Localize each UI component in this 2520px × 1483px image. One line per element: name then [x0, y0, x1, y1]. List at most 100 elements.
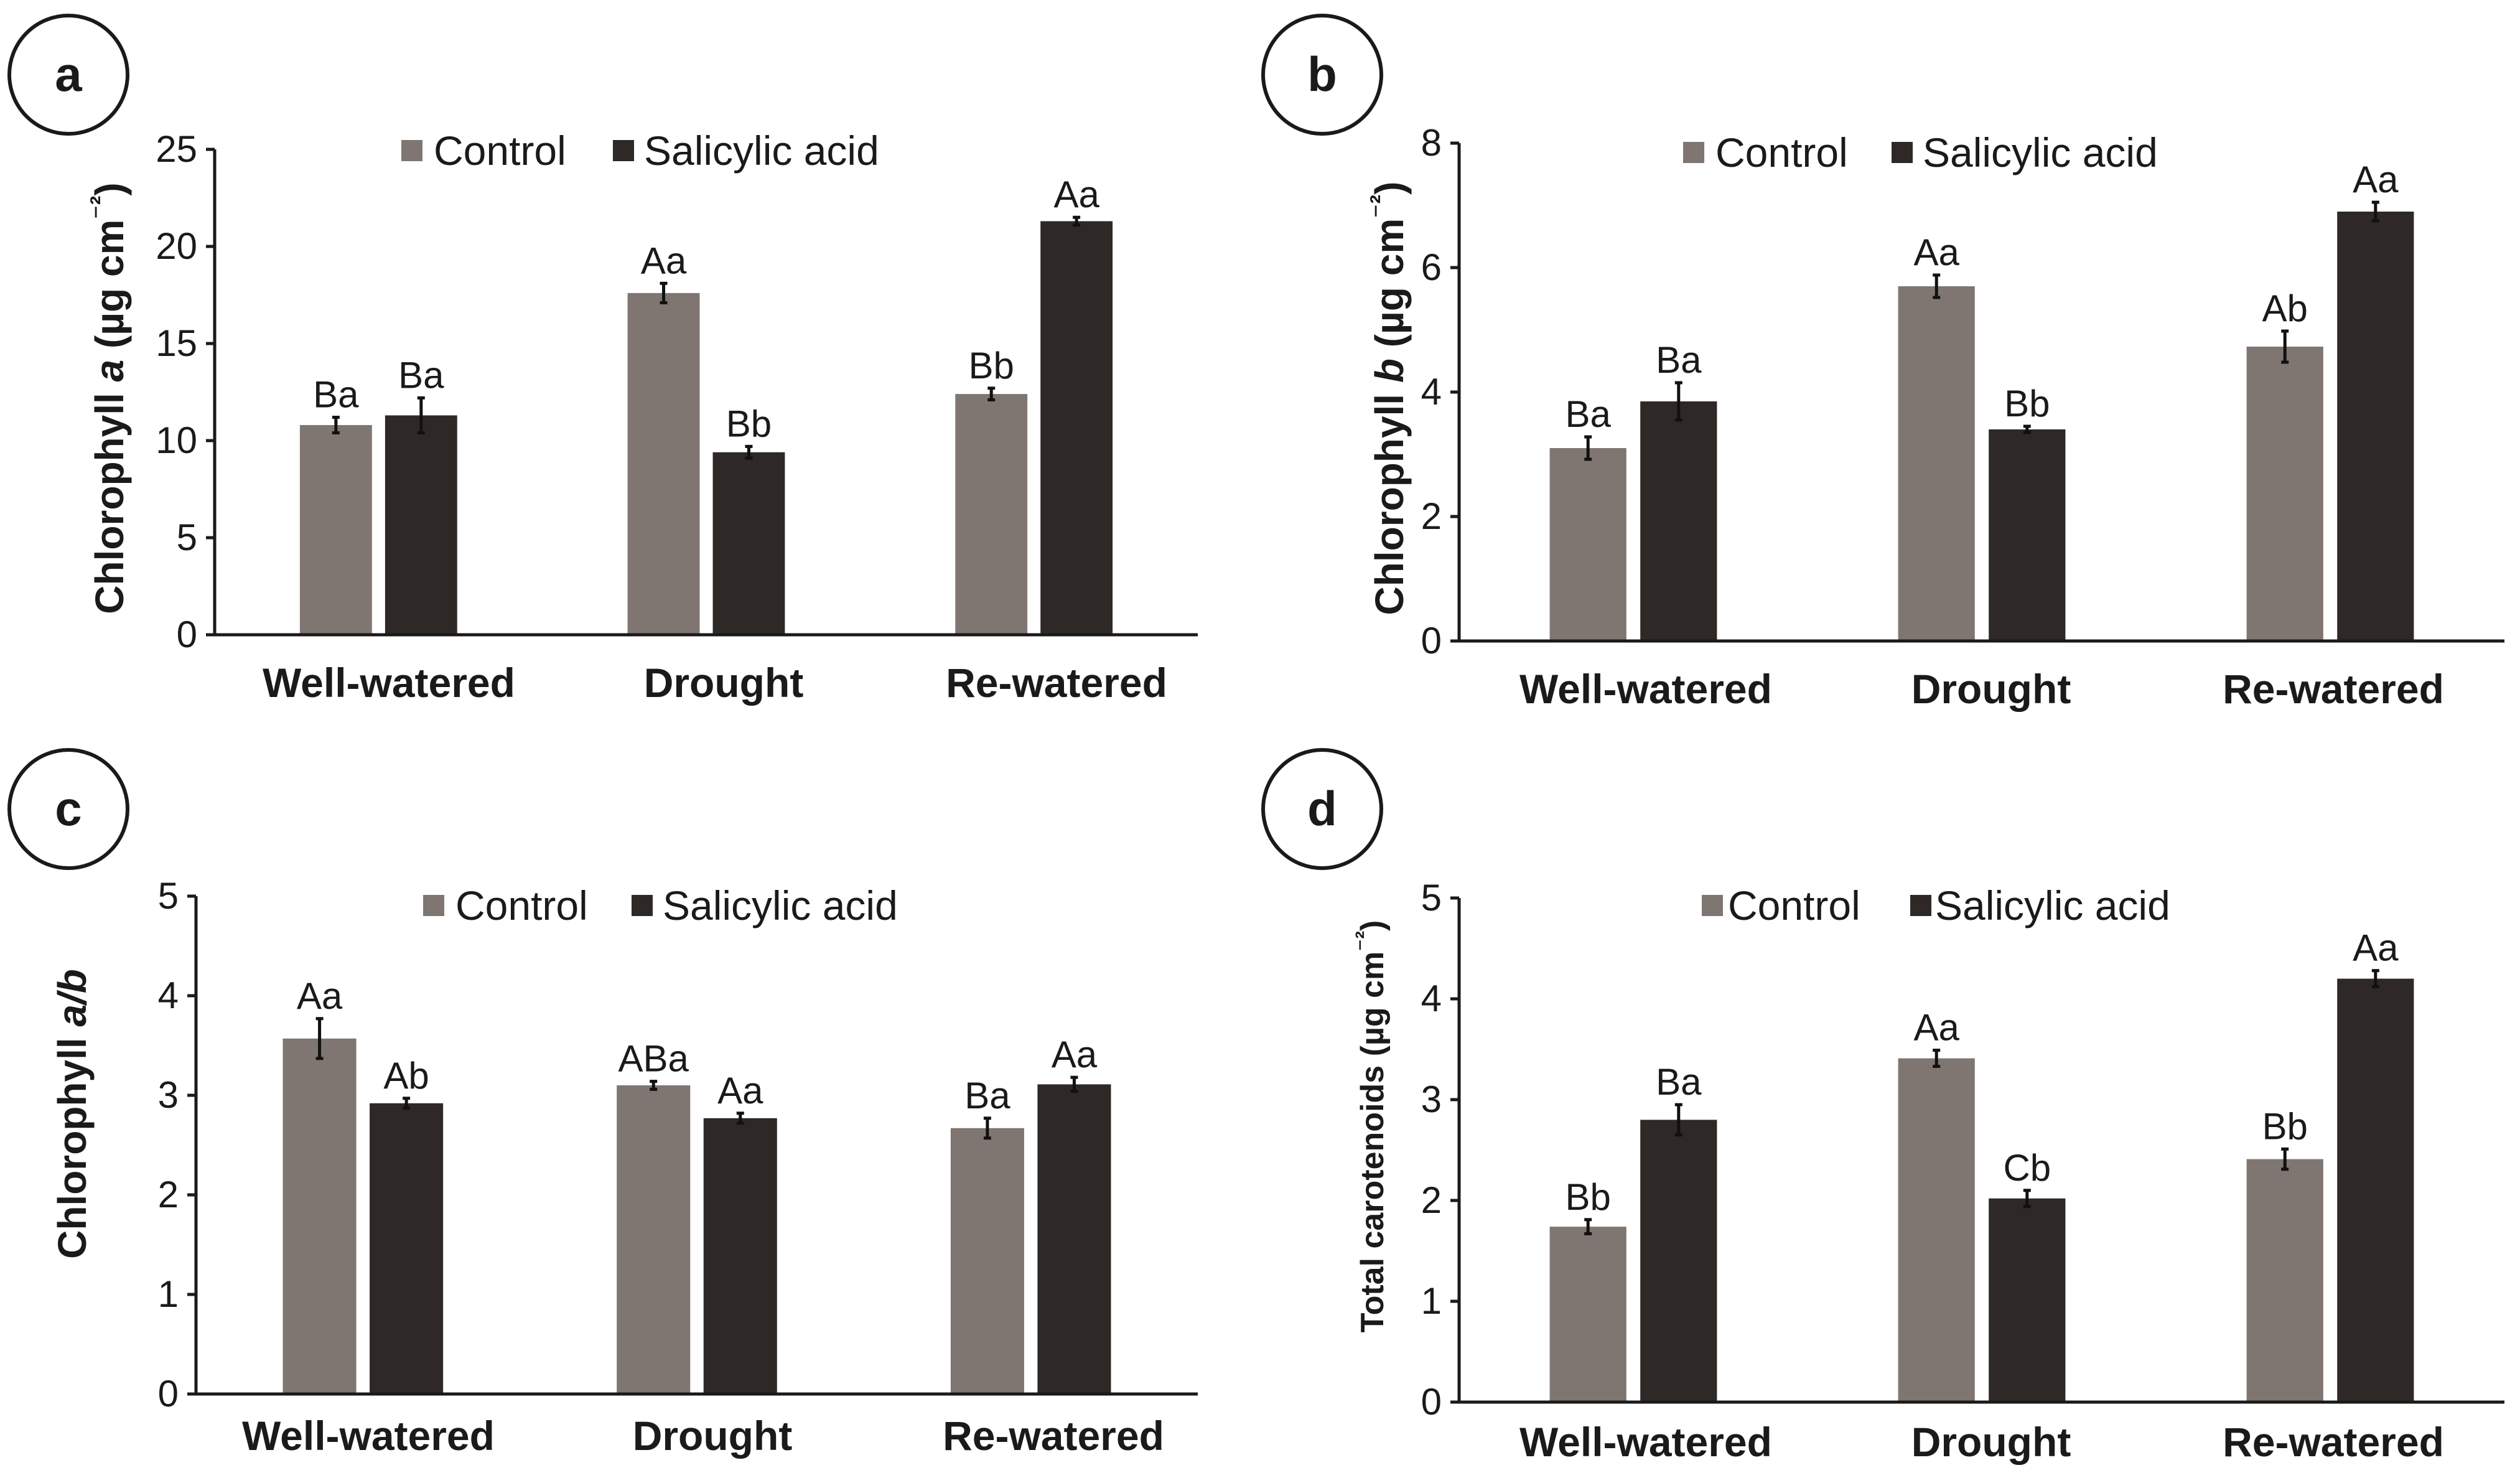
bar [2246, 347, 2323, 641]
legend: Control Salicylic acid [1683, 129, 2158, 175]
panel-letter-circle [7, 748, 129, 870]
panel-letter-circle [1261, 14, 1383, 136]
legend-swatch-salicylic-acid [632, 895, 653, 916]
significance-label: Bb [1566, 1176, 1611, 1218]
y-axis-label: Total carotenoids (µg cm⁻²) [1351, 920, 1391, 1333]
significance-label: Aa [2353, 927, 2399, 969]
y-tick-label: 4 [1421, 978, 1442, 1019]
bar [627, 292, 700, 635]
legend-label-control: Control [1715, 129, 1848, 175]
y-tick-label: 3 [1421, 1078, 1442, 1120]
significance-label: Ba [964, 1075, 1010, 1116]
y-tick-label: 2 [1421, 1179, 1442, 1221]
y-tick-label: 2 [158, 1174, 179, 1215]
significance-label: ABa [618, 1038, 689, 1080]
category-label: Re-watered [943, 1413, 1164, 1459]
legend-swatch-salicylic-acid [613, 140, 634, 161]
y-axis-label: Chlorophyll b (µg cm⁻²) [1365, 182, 1412, 615]
significance-label: Aa [297, 975, 343, 1017]
legend-swatch-salicylic-acid [1910, 895, 1931, 916]
legend: Control Salicylic acid [423, 882, 898, 929]
y-tick-label: 6 [1421, 246, 1442, 288]
bar [2337, 212, 2414, 641]
y-tick-label: 15 [156, 322, 197, 364]
y-tick-label: 4 [1421, 371, 1442, 413]
legend-label-salicylic-acid: Salicylic acid [1923, 129, 2158, 175]
bar [2337, 978, 2414, 1402]
category-label: Well-watered [1519, 1419, 1772, 1465]
significance-label: Aa [641, 240, 687, 281]
legend: Control Salicylic acid [401, 128, 879, 174]
y-tick-label: 5 [177, 517, 197, 558]
y-tick-label: 5 [158, 875, 179, 917]
panel-a: a Chlorophyll a (µg cm⁻²) Control Salicy… [7, 14, 1198, 706]
bar [1549, 448, 1626, 641]
plot-area: 0 1 2 3 4 5 Aa ABa Ba Ab Aa Aa [158, 875, 1198, 1415]
legend-label-salicylic-acid: Salicylic acid [663, 882, 898, 929]
significance-label: Ba [1566, 393, 1612, 435]
significance-label: Bb [726, 403, 772, 444]
bar [282, 1038, 357, 1394]
significance-label: Aa [1914, 232, 1960, 273]
category-label: Re-watered [946, 660, 1167, 706]
bar [1037, 1084, 1111, 1394]
legend-swatch-salicylic-acid [1892, 142, 1913, 163]
legend-swatch-control [1702, 895, 1723, 916]
y-tick-label: 20 [156, 225, 197, 267]
bar [955, 394, 1028, 635]
bar [1989, 1198, 2066, 1402]
panel-letter-circle [1261, 748, 1383, 870]
bar [1549, 1227, 1626, 1402]
bar [950, 1128, 1024, 1394]
significance-label: Ba [398, 354, 444, 396]
panel-letter: c [55, 781, 82, 836]
significance-label: Aa [717, 1070, 763, 1111]
category-label: Drought [1911, 1419, 2071, 1465]
significance-label: Bb [2262, 1105, 2308, 1147]
bar [1898, 286, 1975, 641]
legend-swatch-control [423, 895, 444, 916]
significance-label: Aa [1052, 1034, 1098, 1075]
y-tick-label: 10 [156, 419, 197, 461]
panel-letter: b [1307, 47, 1337, 101]
significance-label: Aa [1914, 1007, 1960, 1049]
category-label: Well-watered [1519, 666, 1772, 712]
plot-area: 0 2 4 6 8 Ba Aa Ab Ba Bb Aa [1421, 122, 2504, 662]
bar [1040, 221, 1113, 635]
category-label: Re-watered [2223, 1419, 2444, 1465]
y-tick-label: 0 [1421, 620, 1442, 662]
significance-label: Bb [969, 345, 1014, 386]
legend-label-control: Control [434, 128, 566, 174]
significance-label: Ba [313, 374, 359, 416]
y-axis-label: Chlorophyll a/b [50, 969, 95, 1259]
significance-label: Ba [1656, 339, 1702, 381]
bar [1989, 429, 2066, 641]
y-tick-label: 25 [156, 128, 197, 170]
y-tick-label: 1 [1421, 1280, 1442, 1322]
bar [703, 1118, 777, 1394]
bar [385, 415, 457, 635]
panel-letter-circle [7, 14, 129, 136]
panel-c: c Chlorophyll a/b Control Salicylic acid… [7, 748, 1198, 1459]
y-tick-label: 3 [158, 1074, 179, 1116]
y-axis-label: Chlorophyll a (µg cm⁻²) [85, 182, 132, 614]
panel-letter: d [1307, 781, 1337, 836]
significance-label: Aa [1053, 174, 1099, 215]
y-tick-label: 0 [158, 1373, 179, 1415]
category-label: Well-watered [263, 660, 515, 706]
category-label: Re-watered [2223, 666, 2444, 712]
legend-swatch-control [1683, 142, 1704, 163]
legend-label-control: Control [1728, 882, 1860, 929]
y-tick-label: 1 [158, 1273, 179, 1315]
y-tick-label: 8 [1421, 122, 1442, 164]
legend: Control Salicylic acid [1702, 882, 2170, 929]
panel-b: b Chlorophyll b (µg cm⁻²) Control Salicy… [1261, 14, 2504, 712]
category-label: Drought [1911, 666, 2071, 712]
significance-label: Ab [383, 1055, 429, 1097]
bar [712, 452, 785, 635]
y-tick-label: 2 [1421, 495, 1442, 537]
bar [1898, 1058, 1975, 1402]
plot-area: 0 1 2 3 4 5 Bb Aa Bb Ba Cb Aa [1421, 877, 2504, 1423]
y-tick-label: 5 [1421, 877, 1442, 919]
